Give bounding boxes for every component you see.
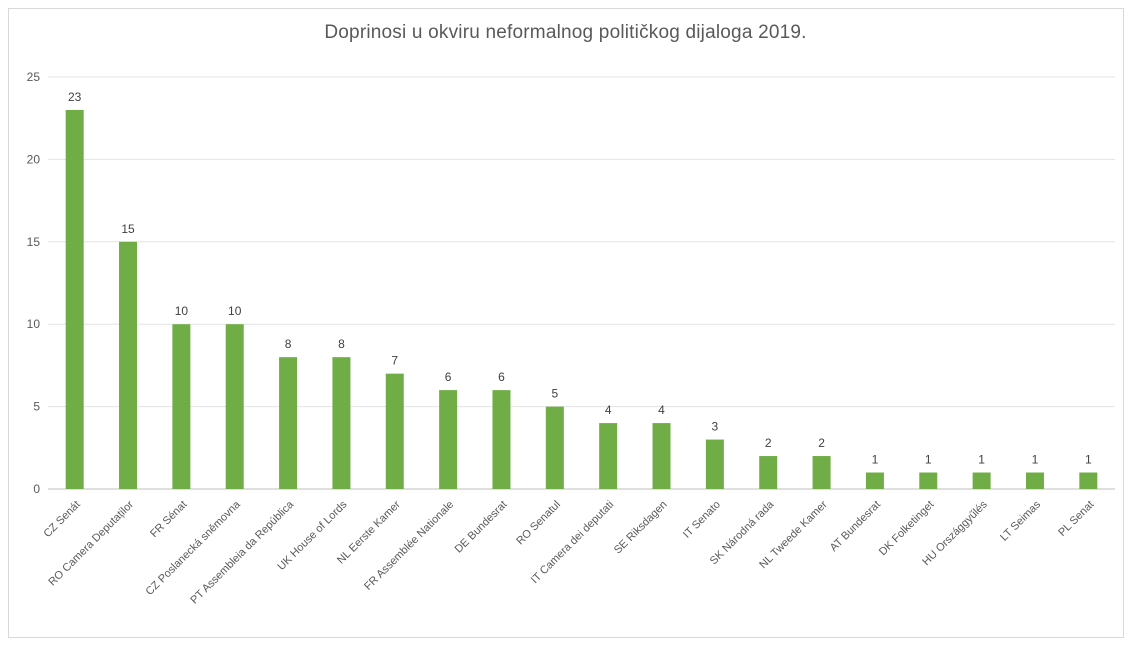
bar[interactable] [972,472,991,489]
bar[interactable] [652,423,671,489]
bar[interactable] [65,109,84,490]
data-label: 1 [872,453,879,467]
x-tick-label: AT Bundesrat [828,499,883,554]
data-label: 1 [925,453,932,467]
x-tick-label: PL Senat [1056,499,1096,539]
bar[interactable] [865,472,884,489]
data-label: 23 [68,90,82,104]
bar[interactable] [225,324,244,489]
data-label: 8 [338,337,345,351]
chart-title: Doprinosi u okviru neformalnog političko… [324,22,807,43]
y-tick-label: 15 [27,235,41,249]
bar[interactable] [545,406,564,489]
bar[interactable] [1079,472,1098,489]
data-label: 3 [712,420,719,434]
data-label: 4 [605,403,612,417]
data-label: 1 [1032,453,1039,467]
data-label: 5 [551,387,558,401]
x-tick-label: DE Bundesrat [453,499,510,556]
data-label: 1 [978,453,985,467]
bar[interactable] [279,357,298,489]
data-label: 7 [391,354,398,368]
y-tick-label: 20 [27,152,41,166]
data-label: 10 [228,304,242,318]
bar[interactable] [812,456,831,489]
x-tick-label: FR Assemblée Nationale [362,499,456,593]
bar[interactable] [1025,472,1044,489]
data-label: 6 [445,370,452,384]
y-tick-label: 25 [27,70,41,84]
data-label: 1 [1085,453,1092,467]
bar[interactable] [705,439,724,489]
y-tick-label: 10 [27,317,41,331]
data-label: 10 [175,304,189,318]
data-label: 8 [285,337,292,351]
chart-frame [8,8,1124,638]
bar[interactable] [919,472,938,489]
data-label: 2 [818,436,825,450]
x-tick-label: LT Seimas [998,498,1043,543]
data-label: 2 [765,436,772,450]
bar[interactable] [759,456,778,489]
bar[interactable] [119,241,138,489]
x-tick-label: SE Riksdagen [612,499,670,557]
x-tick-label: DK Folketinget [877,499,937,559]
data-label: 6 [498,370,505,384]
bar[interactable] [599,423,618,489]
x-tick-label: IT Senato [681,499,723,541]
bar[interactable] [492,390,511,489]
x-tick-label: CZ Senát [41,499,82,540]
data-label: 15 [121,222,135,236]
data-label: 4 [658,403,665,417]
bar[interactable] [385,373,404,489]
x-tick-label: CZ Poslanecká sněmovna [144,498,244,598]
bar[interactable] [439,390,458,489]
x-tick-label: RO Senatul [514,499,563,548]
y-tick-label: 5 [33,400,40,414]
x-tick-label: PT Assembleia da República [188,498,296,606]
y-tick-label: 0 [33,482,40,496]
x-tick-label: FR Sénat [148,499,189,540]
bar[interactable] [332,357,351,489]
bar[interactable] [172,324,191,489]
